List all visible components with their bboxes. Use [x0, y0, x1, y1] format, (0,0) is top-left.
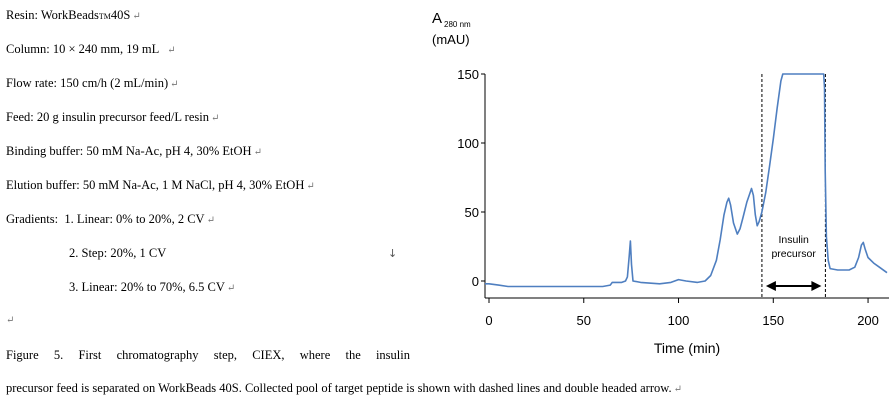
gradient-line-1: Gradients: 1. Linear: 0% to 20%, 2 CV ↵	[6, 211, 215, 229]
paragraph-mark-icon: ↵	[306, 181, 315, 192]
paragraph-mark-icon: ↵	[673, 384, 682, 395]
feed-text: Feed: 20 g insulin precursor feed/L resi…	[6, 110, 209, 124]
annotation-precursor: precursor	[771, 248, 816, 260]
figure-caption-line-1: Figure 5. First chromatography step, CIE…	[6, 348, 410, 362]
y-tick-label: 100	[457, 136, 479, 151]
absorbance-trace	[485, 73, 888, 288]
binding-buffer-line: Binding buffer: 50 mM Na-Ac, pH 4, 30% E…	[6, 143, 262, 161]
chromatogram-chart: A 280 nm (mAU) 0 50 100 150 0 50 100 150 200 In…	[432, 10, 889, 356]
resin-name: 40S	[110, 8, 131, 22]
figure-caption-line-2: precursor feed is separated on WorkBeads…	[6, 380, 682, 398]
gradient-step-3: 3. Linear: 20% to 70%, 6.5 CV	[69, 280, 225, 294]
paragraph-mark-icon: ↵	[253, 147, 262, 158]
elution-buffer-line: Elution buffer: 50 mM Na-Ac, 1 M NaCl, p…	[6, 177, 315, 195]
gradient-line-3: 3. Linear: 20% to 70%, 6.5 CV ↵	[69, 279, 235, 297]
elution-buffer-text: Elution buffer: 50 mM Na-Ac, 1 M NaCl, p…	[6, 178, 305, 192]
x-ticks: 0 50 100 150 200	[485, 298, 879, 328]
gradient-step-2: 2. Step: 20%, 1 CV	[69, 246, 167, 260]
x-axis-label: Time (min)	[654, 340, 720, 356]
figure-caption-text: precursor feed is separated on WorkBeads…	[6, 381, 672, 395]
y-ticks: 0 50 100 150	[457, 67, 485, 289]
column-line: Column: 10 × 240 mm, 19 mL ↵	[6, 41, 176, 59]
arrow-head-left	[765, 281, 776, 291]
resin-line: Resin: WorkBeads TM 40S ↵	[6, 7, 141, 25]
paragraph-mark-icon: ↵	[206, 215, 215, 226]
chart-axes	[484, 74, 889, 299]
y-tick-label: 150	[457, 67, 479, 82]
gradients-label: Gradients:	[6, 212, 59, 226]
x-tick-label: 200	[857, 313, 879, 328]
column-text: Column: 10 × 240 mm, 19 mL	[6, 42, 160, 56]
y-tick-label: 0	[472, 274, 479, 289]
down-arrow-icon: ↓	[388, 247, 398, 260]
x-tick-label: 100	[668, 313, 690, 328]
paragraph-mark-icon: ↵	[6, 315, 15, 326]
paragraph-mark-icon: ↵	[170, 79, 179, 90]
binding-buffer-text: Binding buffer: 50 mM Na-Ac, pH 4, 30% E…	[6, 144, 252, 158]
feed-line: Feed: 20 g insulin precursor feed/L resi…	[6, 109, 219, 127]
flow-rate-line: Flow rate: 150 cm/h (2 mL/min) ↵	[6, 75, 179, 93]
x-tick-label: 0	[485, 313, 492, 328]
paragraph-mark-icon: ↵	[132, 11, 141, 22]
y-axis-label-main: A	[432, 10, 442, 27]
gradient-step-1: 1. Linear: 0% to 20%, 2 CV	[64, 212, 205, 226]
annotation-insulin: Insulin	[778, 234, 809, 246]
y-axis-label-unit: (mAU)	[432, 32, 470, 47]
x-tick-label: 150	[762, 313, 784, 328]
double-headed-arrow	[765, 281, 822, 291]
gradient-line-2: 2. Step: 20%, 1 CV	[69, 245, 166, 261]
paragraph-mark-icon: ↵	[226, 283, 236, 294]
trademark: TM	[98, 12, 111, 21]
y-axis-label-sub: 280 nm	[444, 20, 471, 29]
y-tick-label: 50	[465, 205, 479, 220]
flow-rate-text: Flow rate: 150 cm/h (2 mL/min)	[6, 76, 169, 90]
paragraph-mark-icon: ↵	[210, 113, 220, 124]
paragraph-mark-icon: ↵	[167, 45, 176, 56]
empty-paragraph: ↵	[6, 313, 14, 329]
arrow-head-right	[811, 281, 822, 291]
x-tick-label: 50	[577, 313, 591, 328]
resin-label: Resin: WorkBeads	[6, 8, 99, 22]
